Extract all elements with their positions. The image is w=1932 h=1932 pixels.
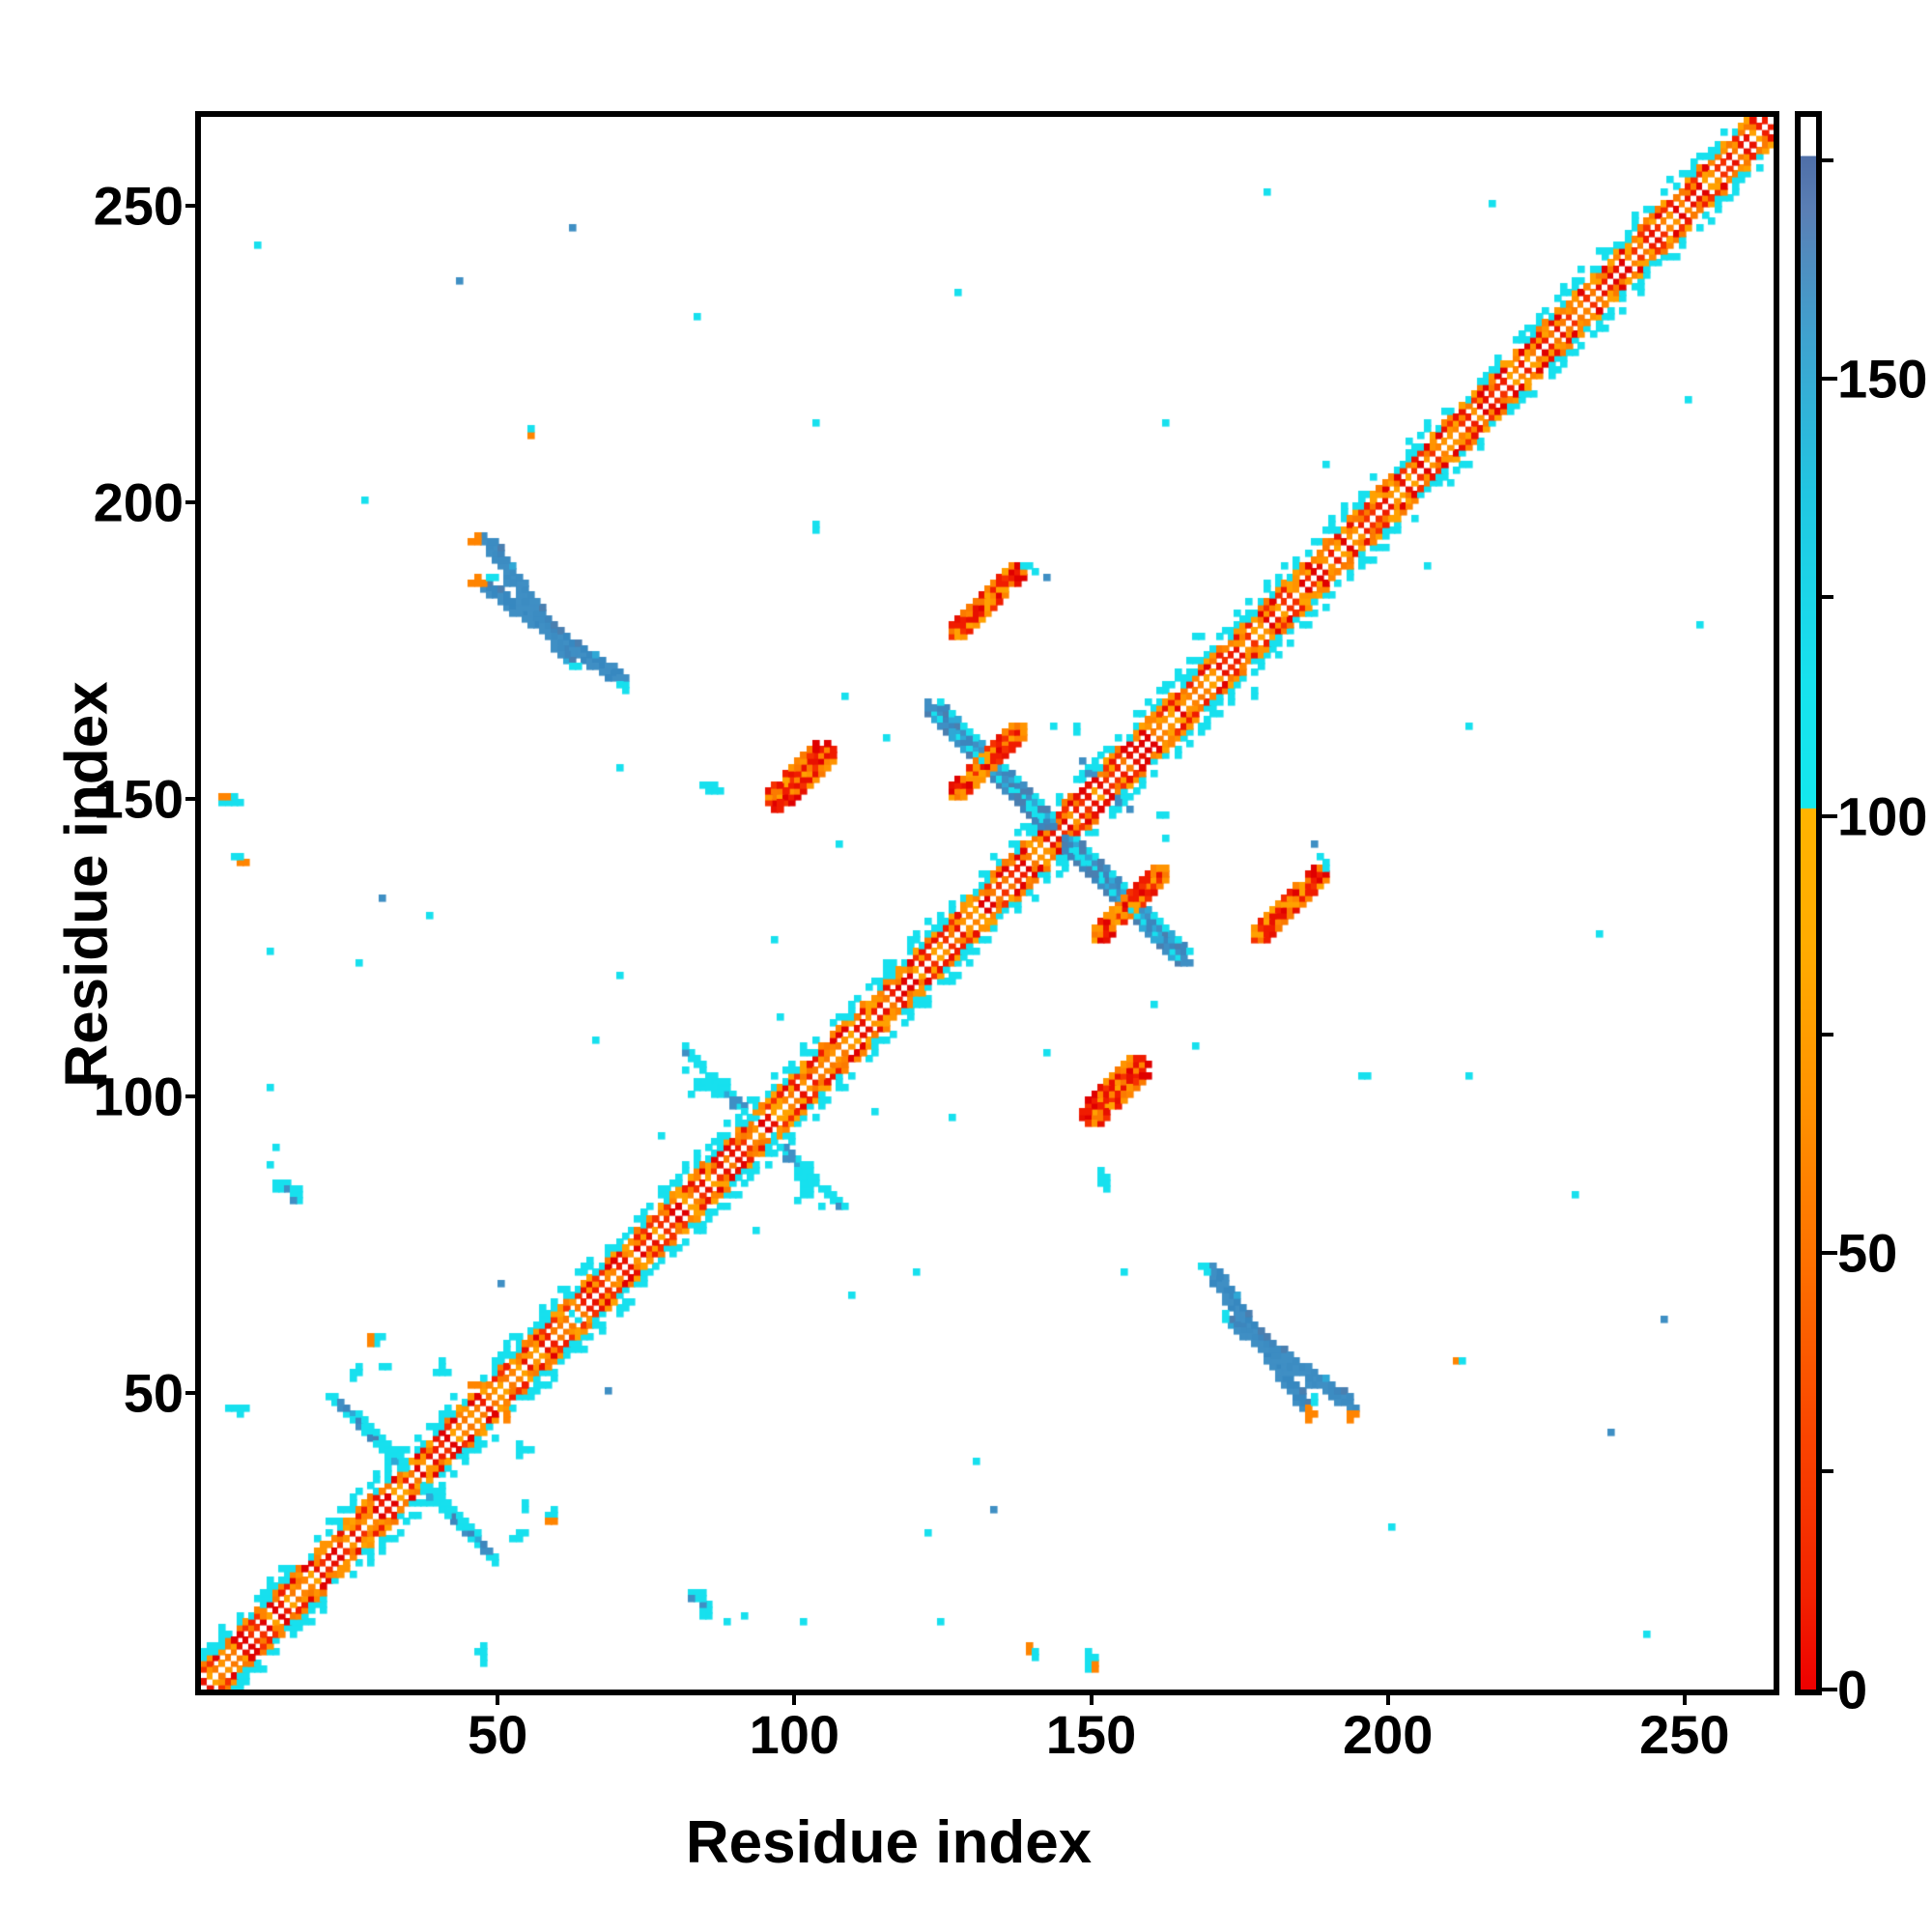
contact-map-canvas (201, 117, 1774, 1690)
x-tick-250 (1682, 1690, 1687, 1705)
y-tick-label-200: 200 (93, 471, 184, 533)
x-tick-150 (1089, 1690, 1094, 1705)
colorbar-tick-100 (1822, 813, 1837, 818)
colorbar-minor-tick (1822, 595, 1833, 600)
x-tick-100 (792, 1690, 797, 1705)
colorbar-minor-tick (1822, 1468, 1833, 1473)
colorbar-tick-label-100: 100 (1837, 785, 1928, 847)
colorbar (1795, 111, 1822, 1695)
x-tick-label-250: 250 (1639, 1704, 1730, 1765)
x-tick-50 (496, 1690, 500, 1705)
colorbar-tick-label-50: 50 (1837, 1222, 1898, 1284)
x-tick-label-200: 200 (1342, 1704, 1434, 1765)
x-axis-title: Residue index (0, 1808, 1932, 1877)
x-tick-label-150: 150 (1045, 1704, 1137, 1765)
colorbar-minor-tick (1822, 158, 1833, 163)
x-tick-label-100: 100 (749, 1704, 840, 1765)
x-axis-title-text: Residue index (685, 1809, 1093, 1876)
x-tick-label-50: 50 (468, 1704, 528, 1765)
y-tick-label-250: 250 (93, 175, 184, 237)
y-axis-title: Residue index (53, 681, 121, 1088)
y-tick-150 (185, 797, 201, 802)
colorbar-tick-150 (1822, 377, 1837, 382)
colorbar-tick-50 (1822, 1250, 1837, 1255)
y-tick-200 (185, 500, 201, 505)
colorbar-minor-tick (1822, 1032, 1833, 1037)
y-tick-50 (185, 1390, 201, 1395)
y-tick-label-150: 150 (93, 768, 184, 830)
y-tick-100 (185, 1094, 201, 1098)
contact-map-plot-area (195, 111, 1779, 1695)
colorbar-tick-label-0: 0 (1837, 1659, 1868, 1720)
colorbar-tick-0 (1822, 1688, 1837, 1691)
colorbar-tick-label-150: 150 (1837, 348, 1928, 410)
y-tick-label-100: 100 (93, 1065, 184, 1127)
y-tick-label-50: 50 (123, 1362, 184, 1424)
x-tick-200 (1385, 1690, 1390, 1705)
colorbar-gradient (1801, 117, 1816, 1690)
y-tick-250 (185, 204, 201, 209)
